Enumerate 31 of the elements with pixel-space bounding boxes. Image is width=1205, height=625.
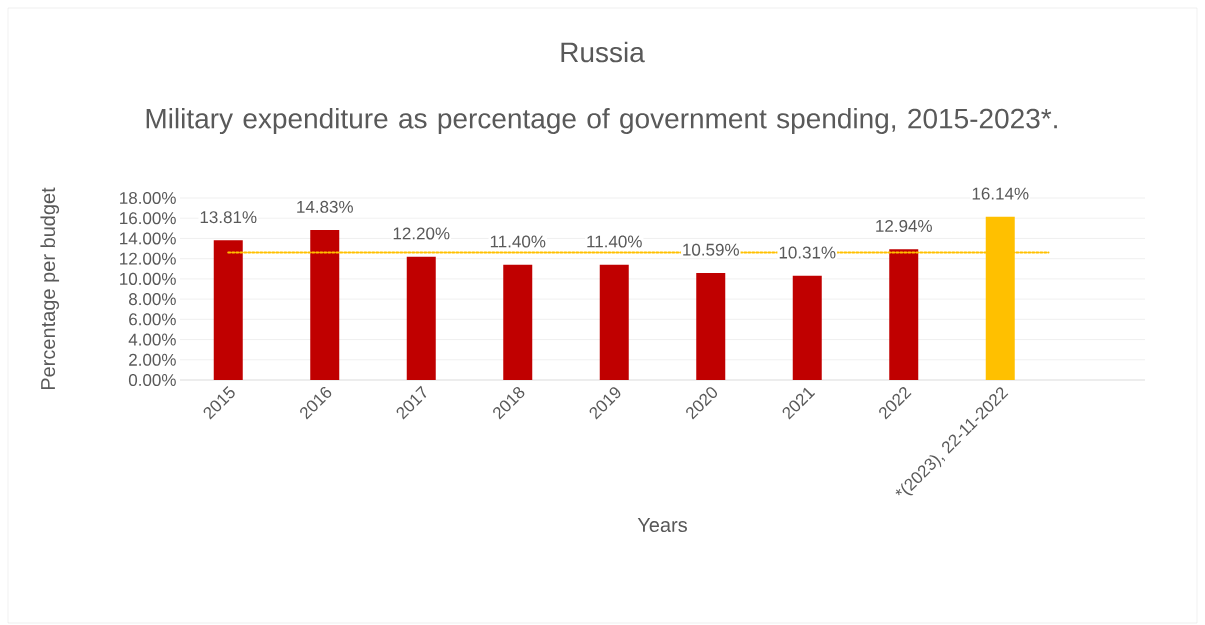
y-tick-label: 6.00% — [129, 313, 176, 326]
data-label: 14.83% — [297, 200, 353, 213]
bar — [213, 240, 243, 380]
bar — [310, 230, 340, 380]
y-tick-label: 4.00% — [128, 333, 176, 346]
x-axis-title: Years — [637, 518, 687, 533]
y-tick-label: 0.00% — [128, 373, 176, 387]
y-tick-label: 8.00% — [129, 293, 176, 306]
data-label: 10.31% — [779, 246, 836, 259]
y-tick-label: 12.00% — [120, 252, 176, 265]
bar — [889, 249, 919, 380]
data-label: 16.14% — [972, 187, 1029, 200]
data-label: 10.59% — [683, 243, 739, 256]
y-axis-title: Percentage per budget — [40, 187, 60, 390]
bar — [406, 256, 436, 380]
y-tick-label: 18.00% — [120, 191, 176, 205]
y-tick-label: 10.00% — [120, 272, 176, 285]
y-tick-label: 16.00% — [120, 212, 176, 225]
bar — [696, 272, 726, 380]
chart-title: Russia — [561, 41, 645, 63]
data-label: 13.81% — [200, 211, 257, 224]
data-label: 12.20% — [393, 227, 450, 240]
chart-subtitle: Military expenditure as percentage of government spending, 2015-2023*. — [146, 107, 1057, 135]
y-tick-label: 2.00% — [129, 353, 176, 366]
bar — [792, 275, 822, 380]
bar — [599, 264, 629, 380]
y-tick-label: 14.00% — [120, 232, 176, 245]
bar — [503, 264, 533, 380]
data-label: 12.94% — [876, 219, 932, 232]
data-label: 11.40% — [587, 235, 642, 248]
data-label: 11.40% — [490, 235, 546, 248]
